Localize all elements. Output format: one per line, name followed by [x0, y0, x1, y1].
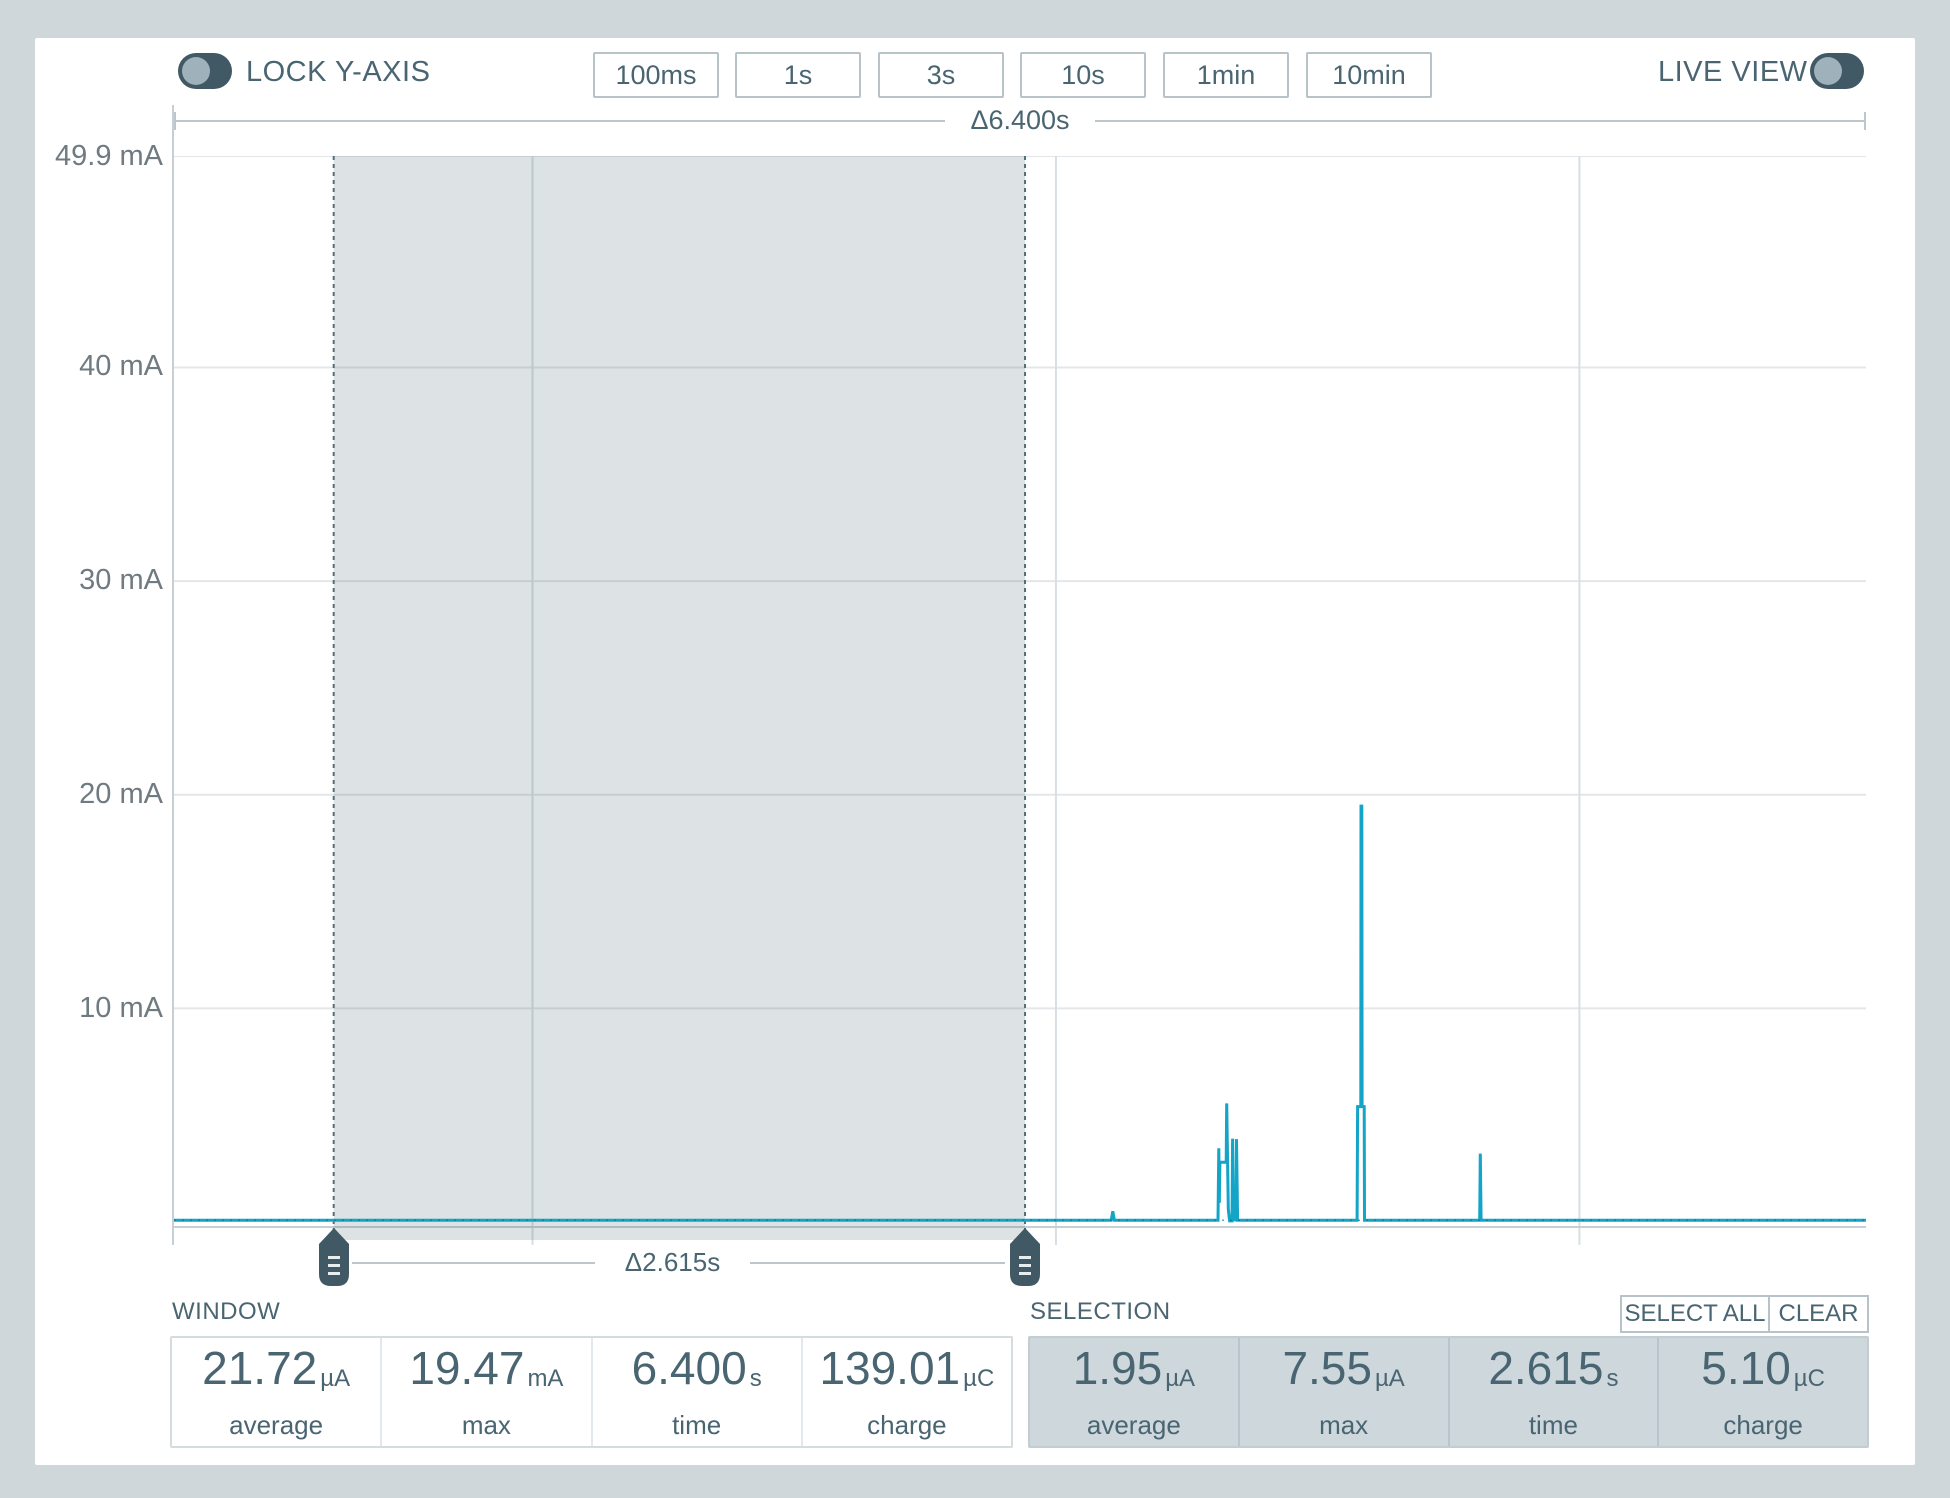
stat-value: 7.55 — [1282, 1342, 1372, 1394]
selection-stats-box: 1.95 µA average 7.55 µA max 2.615 s time 5.… — [1028, 1336, 1869, 1448]
window-section-label: WINDOW — [172, 1298, 281, 1325]
stat-label: time — [1528, 1410, 1578, 1440]
zoom-button-10s[interactable]: 10s — [1020, 52, 1146, 98]
stat-label: average — [229, 1410, 324, 1440]
stat-unit: µA — [1165, 1365, 1196, 1392]
y-tick-20ma: 20 mA — [79, 778, 163, 810]
y-tick-30ma: 30 mA — [79, 564, 163, 596]
selection-bracket-line — [352, 1262, 595, 1264]
zoom-button-label: 100ms — [615, 59, 697, 90]
window-bracket-line — [1095, 120, 1865, 122]
stat-unit: µA — [320, 1365, 351, 1392]
zoom-button-1s[interactable]: 1s — [735, 52, 861, 98]
selection-average-stat: 1.95 µA average — [1030, 1338, 1240, 1446]
stat-label: average — [1086, 1410, 1181, 1440]
stat-unit: mA — [527, 1365, 564, 1392]
zoom-button-label: 1min — [1196, 59, 1256, 90]
selection-section-label: SELECTION — [1030, 1298, 1171, 1325]
stat-label: charge — [867, 1410, 947, 1440]
selection-bracket-line — [750, 1262, 1005, 1264]
window-bracket-right-tick — [1864, 112, 1866, 130]
zoom-button-label: 10min — [1332, 59, 1406, 90]
stat-unit: s — [1606, 1365, 1619, 1392]
window-average-stat: 21.72 µA average — [172, 1338, 383, 1446]
window-charge-stat: 139.01 µC charge — [803, 1338, 1011, 1446]
stat-value: 2.615 — [1488, 1342, 1604, 1394]
zoom-button-3s[interactable]: 3s — [878, 52, 1004, 98]
stat-value: 139.01 — [819, 1342, 961, 1394]
selection-time-stat: 2.615 s time — [1450, 1338, 1660, 1446]
zoom-button-label: 3s — [926, 59, 956, 90]
selection-delta-label: Δ2.615s — [624, 1247, 721, 1277]
live-view-label: LIVE VIEW — [1658, 56, 1808, 88]
stat-label: max — [1319, 1410, 1369, 1440]
zoom-button-100ms[interactable]: 100ms — [593, 52, 719, 98]
stat-value: 1.95 — [1072, 1342, 1163, 1394]
stat-value: 21.72 — [202, 1342, 318, 1394]
clear-label: CLEAR — [1778, 1300, 1859, 1327]
toggle-knob-icon — [1814, 57, 1842, 85]
stat-value: 5.10 — [1701, 1342, 1791, 1394]
y-tick-49-9ma: 49.9 mA — [55, 140, 163, 172]
zoom-button-10min[interactable]: 10min — [1306, 52, 1432, 98]
select-all-label: SELECT ALL — [1624, 1300, 1766, 1327]
lock-y-axis-label: LOCK Y-AXIS — [246, 56, 431, 88]
window-delta-label: Δ6.400s — [970, 105, 1070, 135]
y-tick-40ma: 40 mA — [79, 350, 163, 382]
y-axis-line — [172, 105, 174, 1245]
zoom-button-label: 1s — [783, 59, 813, 90]
current-trace-chart[interactable] — [174, 156, 1866, 1245]
window-time-stat: 6.400 s time — [593, 1338, 803, 1446]
live-view-toggle[interactable] — [1810, 53, 1864, 89]
toggle-knob-icon — [182, 57, 210, 85]
stat-unit: µA — [1374, 1365, 1405, 1392]
y-tick-10ma: 10 mA — [79, 992, 163, 1024]
stat-label: max — [461, 1410, 511, 1440]
clear-button[interactable]: CLEAR — [1768, 1295, 1869, 1333]
zoom-button-label: 10s — [1061, 59, 1105, 90]
stat-unit: µC — [963, 1365, 995, 1392]
lock-y-axis-toggle[interactable] — [178, 53, 232, 89]
selection-handle-right[interactable] — [1010, 1228, 1041, 1286]
stat-label: charge — [1723, 1410, 1803, 1440]
stat-value: 6.400 — [631, 1342, 747, 1394]
window-max-stat: 19.47 mA max — [382, 1338, 593, 1446]
window-bracket-line — [175, 120, 945, 122]
selection-max-stat: 7.55 µA max — [1240, 1338, 1450, 1446]
selection-charge-stat: 5.10 µC charge — [1659, 1338, 1867, 1446]
selection-handle-left[interactable] — [318, 1228, 349, 1286]
zoom-button-1min[interactable]: 1min — [1163, 52, 1289, 98]
stat-label: time — [672, 1410, 722, 1440]
stat-unit: s — [749, 1365, 762, 1392]
stat-unit: µC — [1793, 1365, 1825, 1392]
select-all-button[interactable]: SELECT ALL — [1620, 1295, 1770, 1333]
stat-value: 19.47 — [409, 1342, 525, 1394]
window-stats-box: 21.72 µA average 19.47 mA max 6.400 s time … — [170, 1336, 1013, 1448]
